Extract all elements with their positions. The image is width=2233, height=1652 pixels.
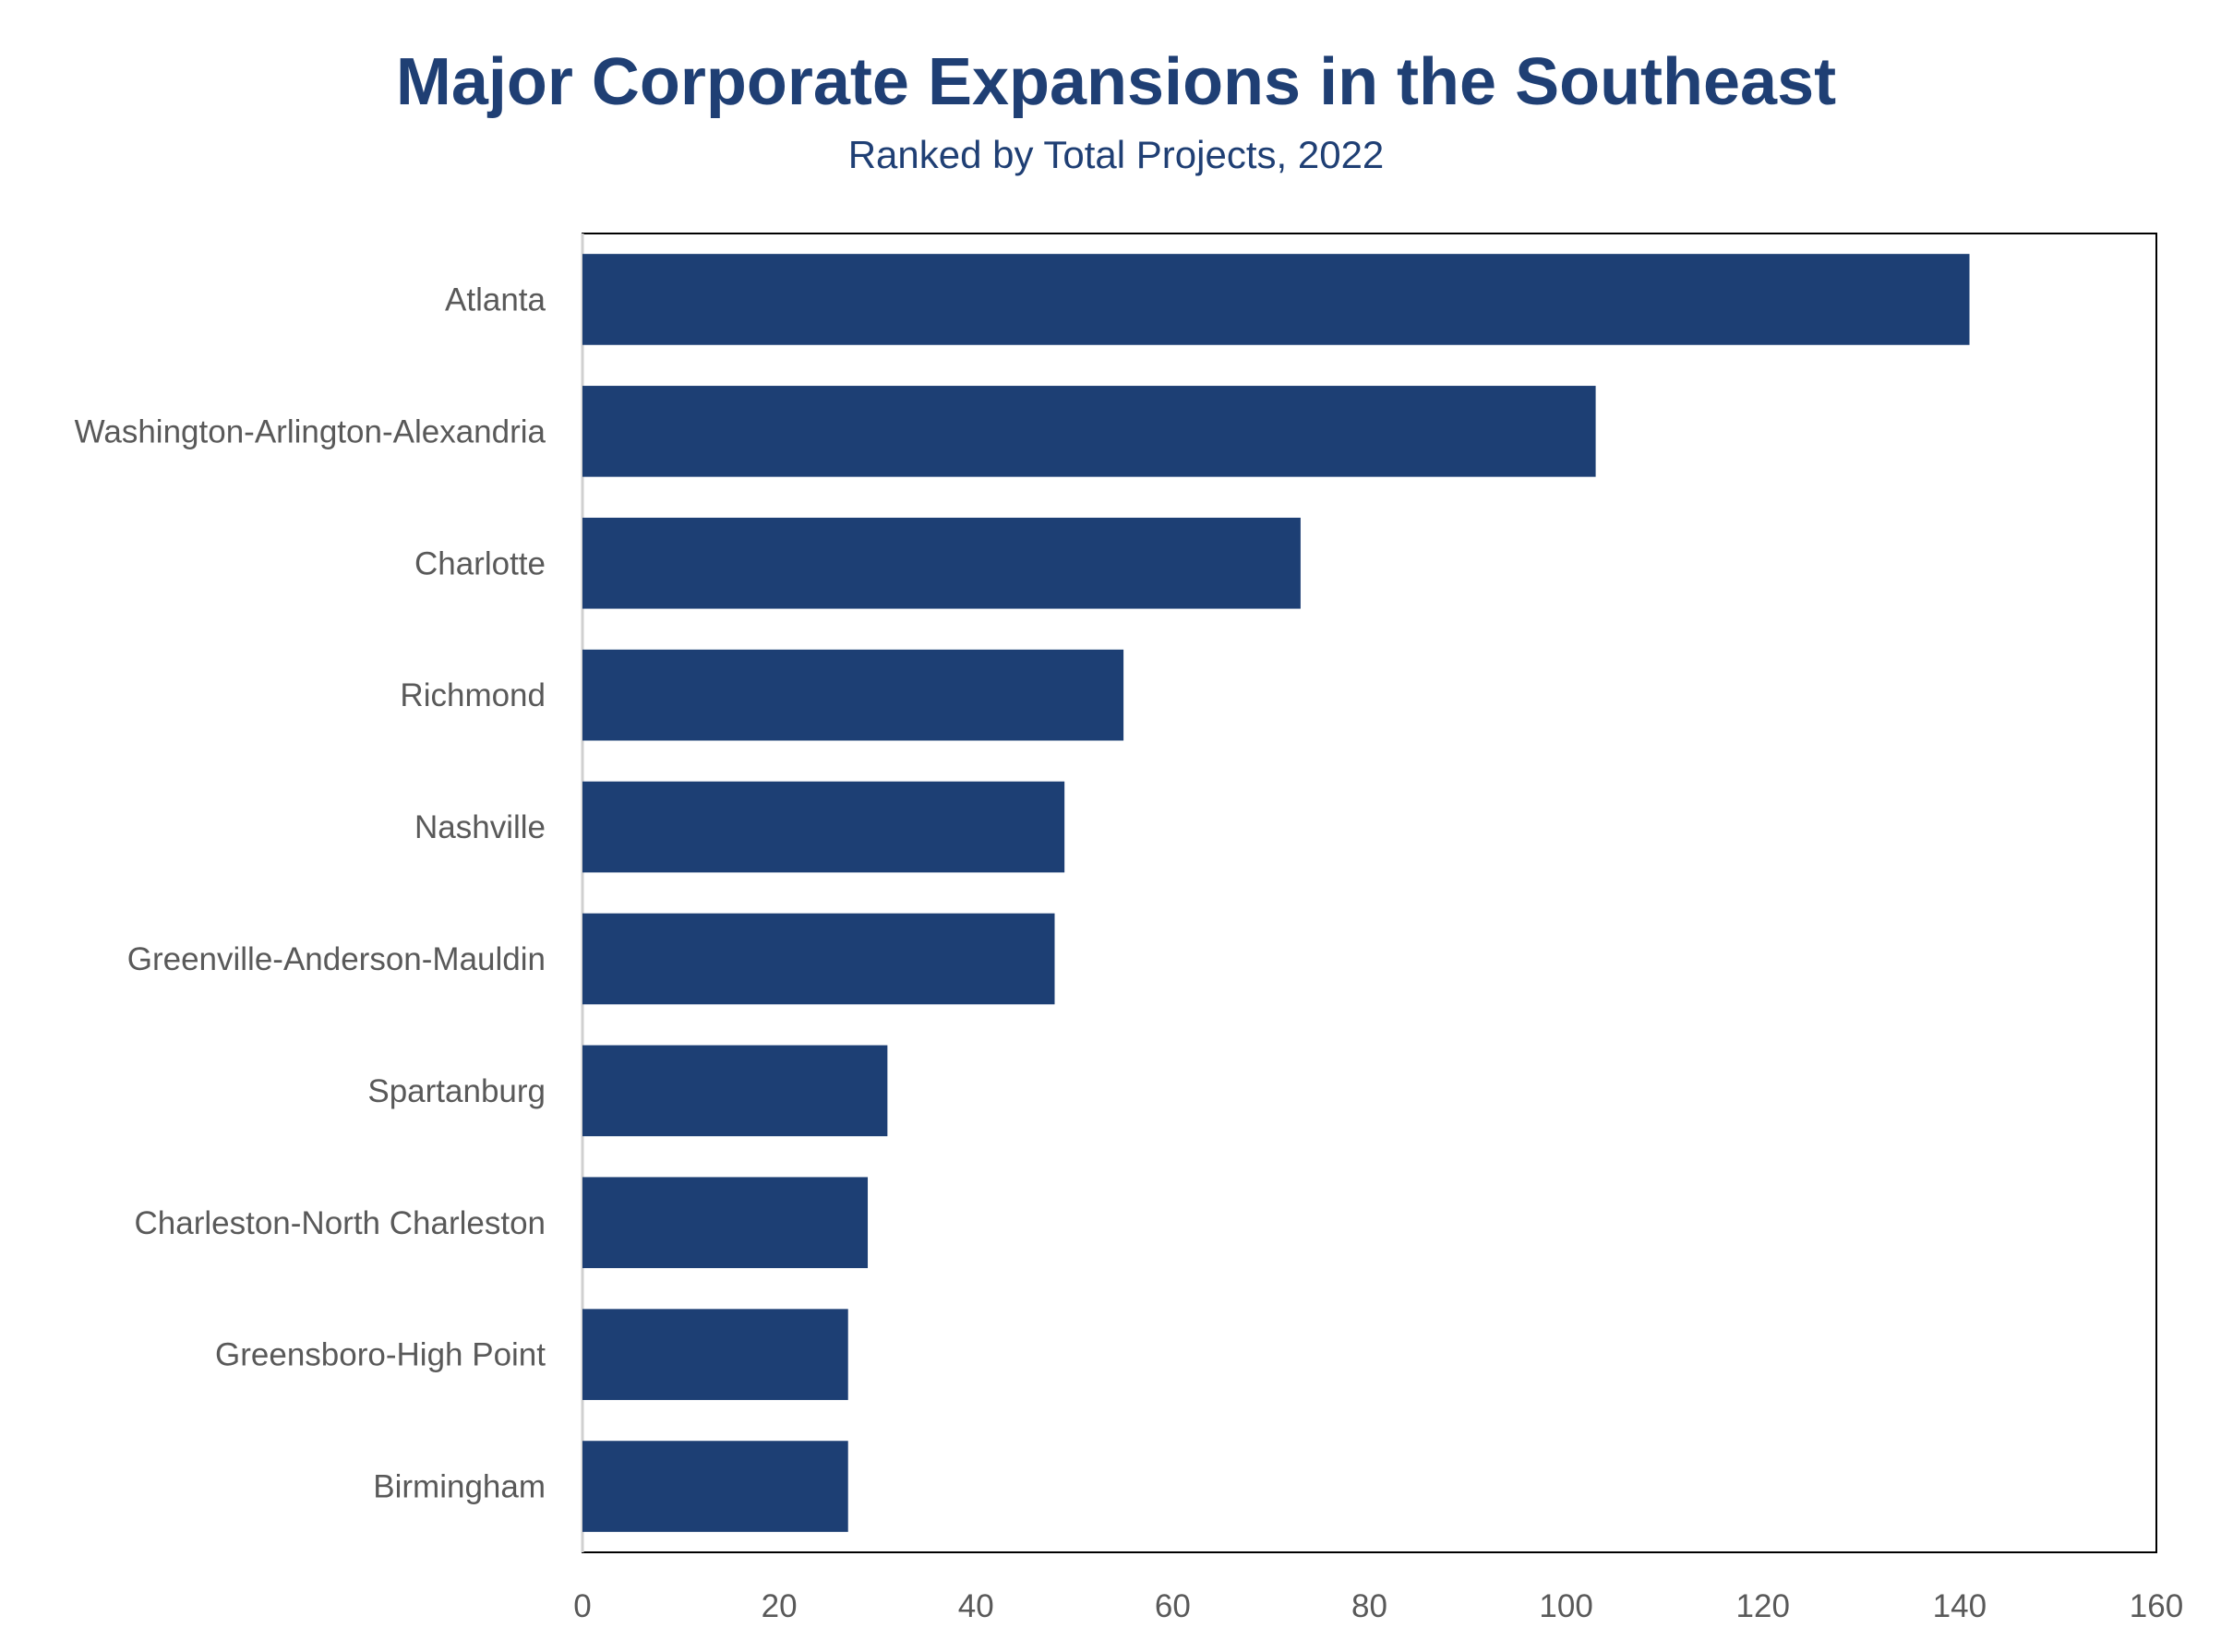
- category-label: Birmingham: [373, 1469, 546, 1505]
- bar: [582, 1177, 869, 1269]
- x-tick-label: 60: [1155, 1588, 1191, 1624]
- chart-title: Major Corporate Expansions in the Southe…: [396, 45, 1836, 119]
- x-tick-label: 0: [573, 1588, 591, 1624]
- category-label: Charlotte: [414, 545, 546, 581]
- bar: [582, 781, 1065, 873]
- category-label: Greenville-Anderson-Mauldin: [127, 941, 546, 977]
- chart-subtitle: Ranked by Total Projects, 2022: [848, 133, 1385, 176]
- bar: [582, 649, 1124, 741]
- category-label: Richmond: [400, 677, 546, 713]
- category-label: Charleston-North Charleston: [135, 1205, 546, 1241]
- bar: [582, 1309, 848, 1400]
- x-tick-label: 80: [1351, 1588, 1387, 1624]
- x-tick-label: 160: [2130, 1588, 2183, 1624]
- x-tick-label: 140: [1933, 1588, 1987, 1624]
- category-label: Atlanta: [445, 281, 546, 317]
- bar: [582, 913, 1055, 1005]
- category-label: Spartanburg: [367, 1073, 546, 1109]
- x-tick-label: 40: [958, 1588, 994, 1624]
- category-label: Greensboro-High Point: [215, 1337, 546, 1373]
- category-label: Washington-Arlington-Alexandria: [75, 413, 546, 449]
- x-tick-label: 100: [1539, 1588, 1592, 1624]
- bar: [582, 254, 1970, 345]
- bar: [582, 1045, 888, 1137]
- bar: [582, 1441, 848, 1532]
- bar: [582, 517, 1301, 609]
- x-tick-label: 120: [1736, 1588, 1790, 1624]
- x-tick-label: 20: [762, 1588, 798, 1624]
- category-label: Nashville: [414, 809, 546, 845]
- bar: [582, 386, 1596, 477]
